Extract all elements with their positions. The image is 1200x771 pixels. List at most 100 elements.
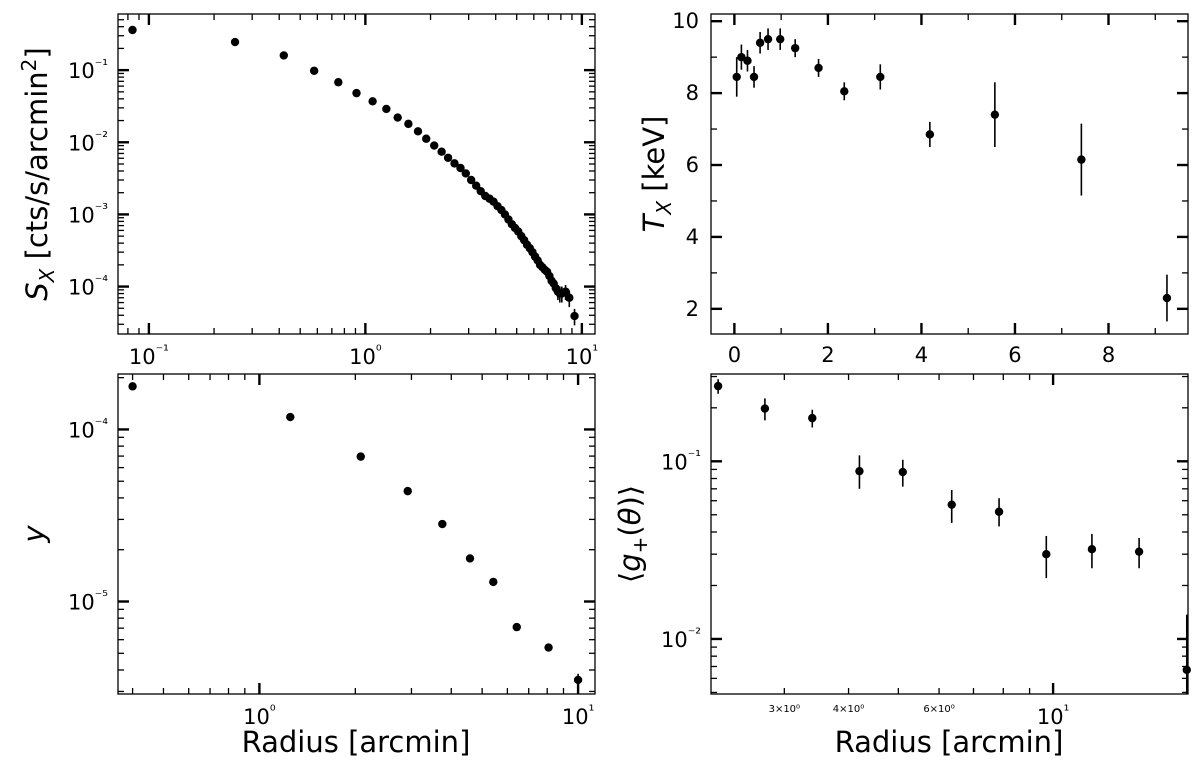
- panel-temperature: 0 2 4 6 8 2 4 6 8 10 TX [keV]: [637, 9, 1189, 367]
- data-point: [422, 134, 431, 143]
- data-point: [790, 43, 800, 53]
- data-point: [570, 311, 579, 321]
- y-axis-label: ⟨g+(θ)⟩: [613, 485, 652, 583]
- data-point: [404, 119, 413, 129]
- data-point: [352, 88, 361, 98]
- y-tick-label: 10⁻²: [68, 129, 108, 155]
- tick-labels: 10¹ 3×10⁰ 4×10⁰ 6×10⁰ 10⁻² 10⁻¹: [661, 448, 1069, 729]
- data-point: [512, 622, 521, 632]
- data-point: [1042, 549, 1051, 559]
- x-tick-label: 10⁰: [243, 703, 276, 729]
- tick-labels: 10⁰ 10¹ 10⁻⁵ 10⁻⁴: [68, 417, 594, 729]
- x-tick-label: 6: [1008, 343, 1021, 367]
- data-point: [437, 147, 446, 156]
- data-point: [898, 467, 907, 477]
- plot-frame: [117, 373, 596, 695]
- x-minor-tick-label: 3×10⁰: [769, 704, 800, 715]
- y-axis-label: SX [cts/s/arcmin2]: [17, 47, 59, 300]
- y-tick-label: 10⁻²: [661, 626, 701, 652]
- tick-marks: [118, 14, 595, 334]
- x-axis-label: Radius [arcmin]: [242, 725, 471, 759]
- data-point: [466, 175, 476, 185]
- data-point: [814, 63, 823, 73]
- data-point: [430, 141, 439, 150]
- data-point: [840, 87, 849, 96]
- y-tick-label: 10⁻¹: [661, 448, 701, 474]
- tick-marks: [711, 374, 1188, 694]
- data-point: [279, 51, 289, 60]
- tick-labels: 0 2 4 6 8 2 4 6 8 10: [672, 9, 1115, 367]
- data-point: [763, 34, 773, 44]
- data-point: [456, 163, 465, 173]
- data-point: [808, 413, 817, 423]
- x-tick-label: 2: [821, 343, 834, 367]
- data-point: [368, 97, 377, 106]
- data-point: [450, 159, 459, 168]
- x-tick-label: 8: [1102, 343, 1115, 367]
- tick-marks: [118, 374, 595, 694]
- x-tick-label: 10⁰: [349, 343, 382, 369]
- data-point: [1087, 545, 1097, 554]
- plot-frame: [117, 13, 596, 335]
- data-point: [713, 381, 723, 391]
- y-axis-label: y: [17, 525, 51, 544]
- x-minor-tick-label: 6×10⁰: [923, 704, 954, 715]
- data-point: [925, 130, 935, 139]
- tick-labels: 10⁻¹ 10⁰ 10¹ 10⁻⁴ 10⁻³ 10⁻² 10⁻¹: [68, 57, 598, 369]
- plot-frame: [710, 373, 1189, 695]
- data-point: [755, 38, 765, 47]
- data-point: [760, 404, 770, 413]
- data-point: [544, 643, 553, 652]
- data-point: [994, 507, 1004, 516]
- data-point: [1134, 547, 1144, 556]
- tick-marks: [711, 14, 1188, 334]
- data-point: [732, 72, 741, 82]
- data-points: [713, 379, 1191, 694]
- data-point: [947, 500, 956, 509]
- data-point: [565, 293, 574, 302]
- data-point: [561, 287, 570, 296]
- x-tick-label: 10¹: [1037, 703, 1069, 729]
- data-point: [438, 519, 447, 529]
- y-tick-label: 10: [672, 9, 699, 33]
- data-point: [876, 72, 885, 82]
- x-tick-label: 0: [728, 343, 741, 367]
- data-point: [465, 554, 475, 563]
- data-point: [443, 153, 453, 162]
- data-point: [128, 382, 137, 391]
- y-tick-label: 2: [686, 297, 699, 321]
- y-tick-label: 10⁻⁵: [68, 589, 108, 615]
- data-point: [286, 412, 295, 422]
- panel-surface-brightness: 10⁻¹ 10⁰ 10¹ 10⁻⁴ 10⁻³ 10⁻² 10⁻¹ SX [cts/s/arc…: [17, 13, 598, 369]
- y-tick-label: 8: [686, 81, 699, 105]
- data-point: [855, 466, 864, 476]
- data-point: [230, 37, 240, 47]
- data-points: [128, 25, 579, 326]
- data-point: [403, 486, 412, 496]
- data-point: [461, 169, 470, 178]
- data-point: [1162, 293, 1172, 303]
- data-point: [489, 577, 498, 587]
- y-axis-label: TX [keV]: [637, 116, 676, 233]
- data-point: [393, 113, 402, 122]
- data-point: [573, 675, 583, 685]
- y-tick-label: 10⁻¹: [68, 57, 108, 83]
- data-points: [128, 382, 583, 687]
- data-point: [128, 25, 137, 35]
- x-minor-tick-label: 4×10⁰: [833, 704, 864, 715]
- panel-shear: 10¹ 3×10⁰ 4×10⁰ 6×10⁰ 10⁻² 10⁻¹ ⟨g+(θ)⟩ Radiu…: [613, 373, 1191, 759]
- data-point: [1182, 665, 1191, 675]
- plot-frame: [710, 13, 1189, 335]
- y-tick-label: 4: [686, 225, 699, 249]
- data-point: [334, 78, 343, 87]
- y-tick-label: 10⁻⁴: [68, 274, 108, 300]
- x-axis-label: Radius [arcmin]: [835, 725, 1064, 759]
- y-tick-label: 6: [686, 153, 699, 177]
- data-point: [737, 52, 746, 62]
- data-point: [382, 104, 391, 114]
- data-point: [1077, 155, 1086, 164]
- data-point: [356, 452, 365, 461]
- y-tick-label: 10⁻⁴: [68, 417, 108, 443]
- data-point: [990, 110, 1000, 119]
